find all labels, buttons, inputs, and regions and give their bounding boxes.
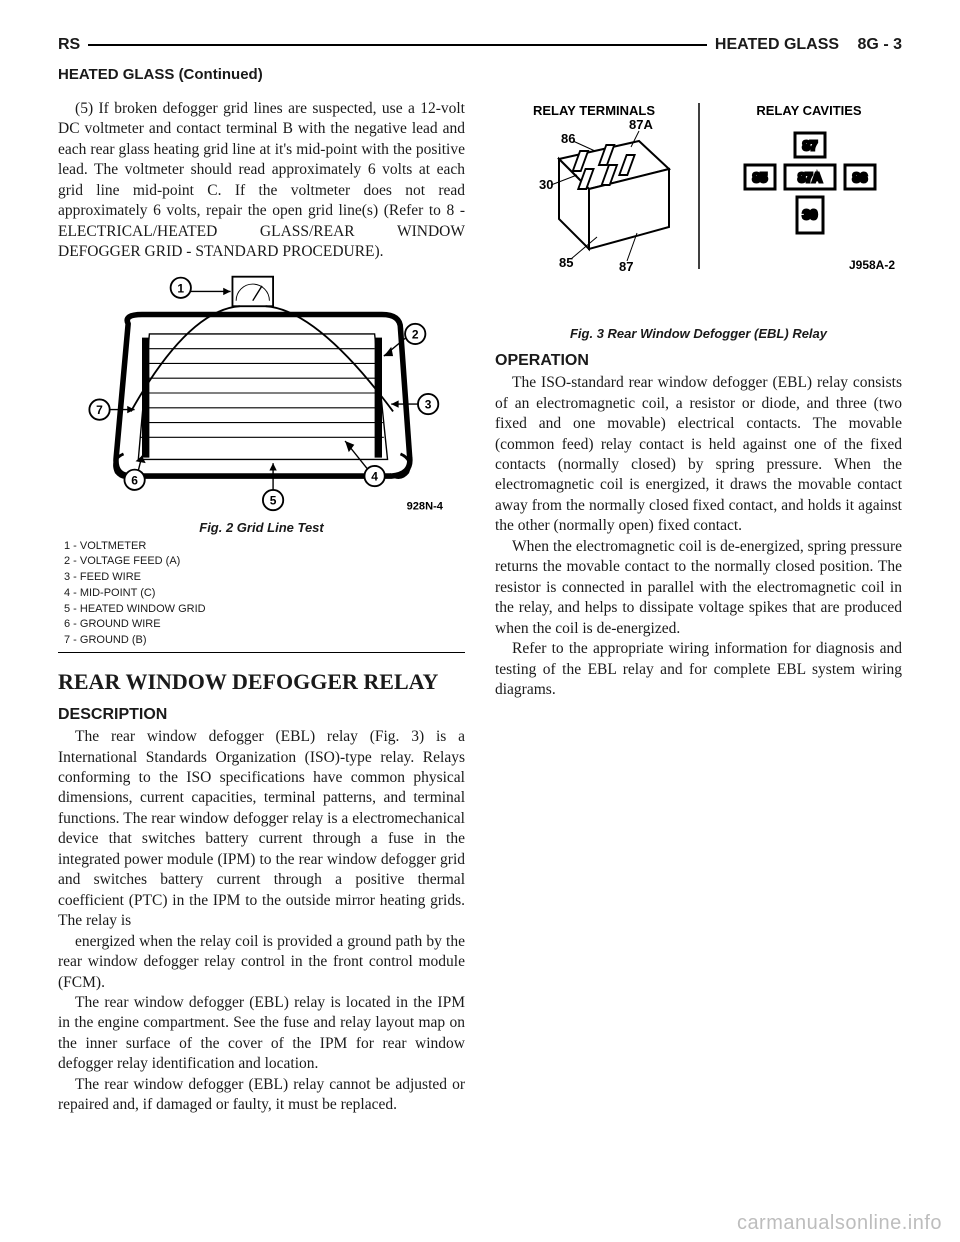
header-title: HEATED GLASS <box>715 36 839 53</box>
subheading-description: DESCRIPTION <box>58 704 465 725</box>
figure-2-legend-2: 2 - VOLTAGE FEED (A) <box>64 555 465 569</box>
header-rule <box>88 44 707 46</box>
svg-text:30: 30 <box>802 207 816 222</box>
svg-text:6: 6 <box>131 473 138 487</box>
watermark: carmanualsonline.info <box>737 1210 942 1236</box>
fig3-title-left: RELAY TERMINALS <box>532 103 654 118</box>
svg-text:87: 87 <box>802 138 816 153</box>
svg-text:85: 85 <box>752 170 766 185</box>
svg-text:86: 86 <box>852 170 866 185</box>
figure-2-ref: 928N-4 <box>406 500 443 512</box>
svg-text:87A: 87A <box>798 170 822 185</box>
svg-text:1: 1 <box>177 281 184 295</box>
svg-text:87: 87 <box>619 259 633 274</box>
section-heading-relay: REAR WINDOW DEFOGGER RELAY <box>58 667 465 696</box>
svg-text:4: 4 <box>371 469 378 483</box>
fig3-title-right: RELAY CAVITIES <box>756 103 862 118</box>
grid-line-test-diagram: 1 2 3 4 5 6 7 928N-4 <box>72 273 452 513</box>
figure-3-ref: J958A-2 <box>848 258 894 272</box>
figure-2-legend-6: 6 - GROUND WIRE <box>64 618 465 632</box>
page-header: RS HEATED GLASS 8G - 3 <box>58 34 902 55</box>
figure-2-legend-1: 1 - VOLTMETER <box>64 540 465 554</box>
figure-2-legend-5: 5 - HEATED WINDOW GRID <box>64 603 465 617</box>
body-paragraph: The rear window defogger (EBL) relay can… <box>58 1075 465 1116</box>
header-right: HEATED GLASS 8G - 3 <box>715 34 902 55</box>
continued-heading: HEATED GLASS (Continued) <box>58 65 902 85</box>
figure-2: 1 2 3 4 5 6 7 928N-4 Fig. 2 Grid <box>58 273 465 653</box>
svg-text:86: 86 <box>561 131 575 146</box>
legend-rule <box>58 652 465 653</box>
page: RS HEATED GLASS 8G - 3 HEATED GLASS (Con… <box>0 0 960 1242</box>
two-column-body: (5) If broken defogger grid lines are su… <box>58 99 902 1174</box>
subheading-operation: OPERATION <box>495 350 902 371</box>
body-paragraph: The rear window defogger (EBL) relay (Fi… <box>58 727 465 932</box>
header-page-number: 8G - 3 <box>858 36 902 53</box>
body-paragraph: The ISO-standard rear window defogger (E… <box>495 373 902 537</box>
body-paragraph: When the electromagnetic coil is de-ener… <box>495 537 902 639</box>
svg-text:2: 2 <box>411 327 418 341</box>
figure-3: RELAY TERMINALS RELAY CAVITIES 30 <box>495 99 902 342</box>
svg-text:5: 5 <box>269 493 276 507</box>
figure-2-legend-7: 7 - GROUND (B) <box>64 634 465 648</box>
figure-3-caption: Fig. 3 Rear Window Defogger (EBL) Relay <box>495 325 902 342</box>
svg-text:87A: 87A <box>629 117 653 132</box>
figure-2-caption: Fig. 2 Grid Line Test <box>58 519 465 536</box>
header-left: RS <box>58 34 80 55</box>
ebl-relay-diagram: RELAY TERMINALS RELAY CAVITIES 30 <box>499 99 899 299</box>
body-paragraph: Refer to the appropriate wiring informat… <box>495 639 902 700</box>
body-paragraph: (5) If broken defogger grid lines are su… <box>58 99 465 263</box>
body-paragraph: The rear window defogger (EBL) relay is … <box>58 993 465 1075</box>
svg-text:7: 7 <box>96 403 103 417</box>
body-paragraph: energized when the relay coil is provide… <box>58 932 465 993</box>
figure-2-legend-3: 3 - FEED WIRE <box>64 571 465 585</box>
svg-text:85: 85 <box>559 255 573 270</box>
figure-2-legend-4: 4 - MID-POINT (C) <box>64 587 465 601</box>
svg-text:3: 3 <box>424 397 431 411</box>
